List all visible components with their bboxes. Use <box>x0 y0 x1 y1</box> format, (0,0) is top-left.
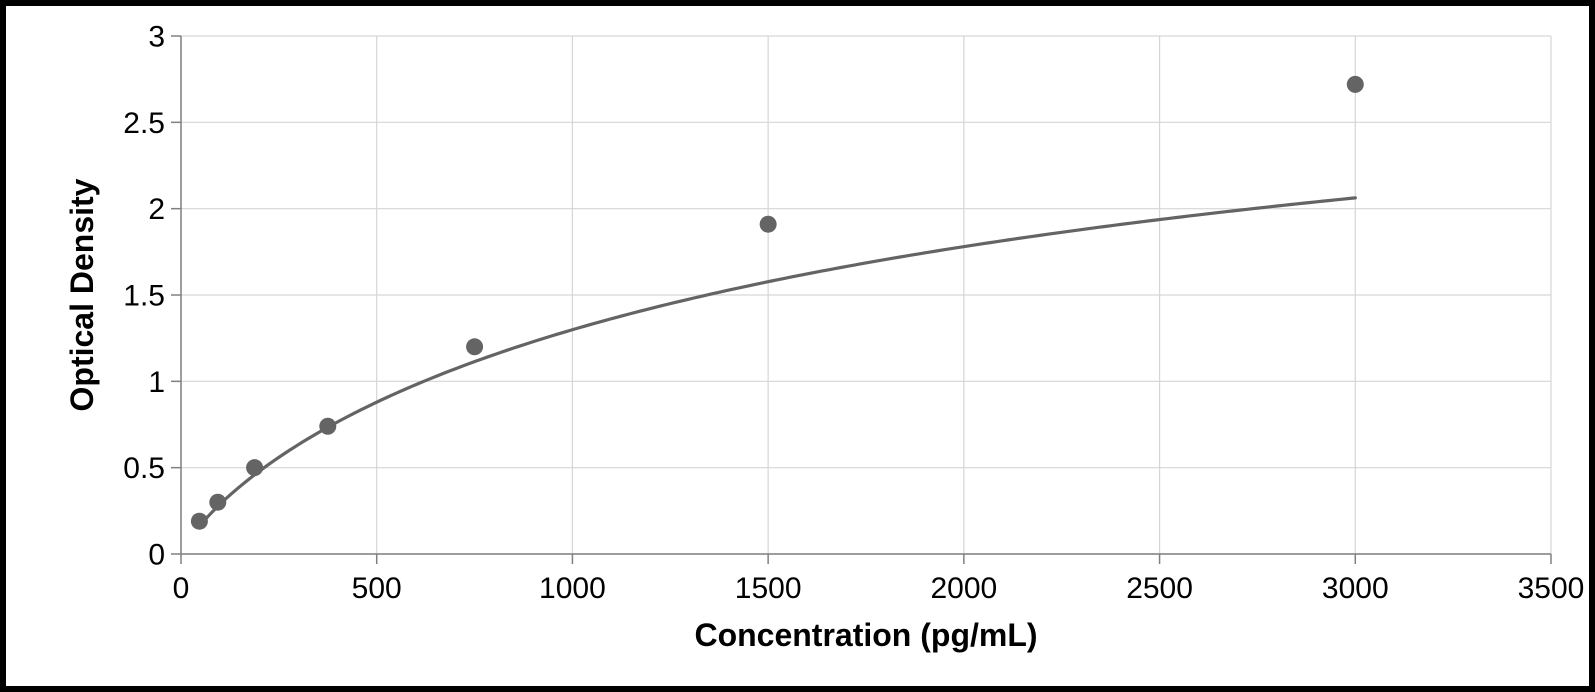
x-tick-label: 2500 <box>1126 572 1193 605</box>
x-tick-label: 500 <box>352 572 402 605</box>
x-tick-label: 3000 <box>1322 572 1389 605</box>
y-tick-label: 0 <box>148 539 165 572</box>
y-tick-label: 1 <box>148 366 165 399</box>
x-tick-label: 3500 <box>1518 572 1585 605</box>
x-tick-label: 2000 <box>930 572 997 605</box>
data-point <box>1347 76 1364 93</box>
x-axis-title: Concentration (pg/mL) <box>694 617 1037 653</box>
y-tick-label: 2 <box>148 193 165 226</box>
y-tick-label: 2.5 <box>123 107 165 140</box>
data-point <box>319 418 336 435</box>
chart-svg: 0 500 1000 1500 2000 2500 3000 3500 0 0.5 1 1.5 2 2.5… <box>6 6 1589 686</box>
data-point <box>246 459 263 476</box>
data-point <box>760 216 777 233</box>
y-tick-label: 0.5 <box>123 452 165 485</box>
x-tick-label: 1500 <box>735 572 802 605</box>
y-tick-label: 3 <box>148 21 165 54</box>
x-tick-label: 1000 <box>539 572 606 605</box>
x-tick-label: 0 <box>173 572 190 605</box>
y-axis-title: Optical Density <box>64 178 100 411</box>
chart-frame: 0 500 1000 1500 2000 2500 3000 3500 0 0.5 1 1.5 2 2.5… <box>0 0 1595 692</box>
y-tick-label: 1.5 <box>123 280 165 313</box>
data-point <box>209 494 226 511</box>
data-point <box>191 513 208 530</box>
data-point <box>466 338 483 355</box>
